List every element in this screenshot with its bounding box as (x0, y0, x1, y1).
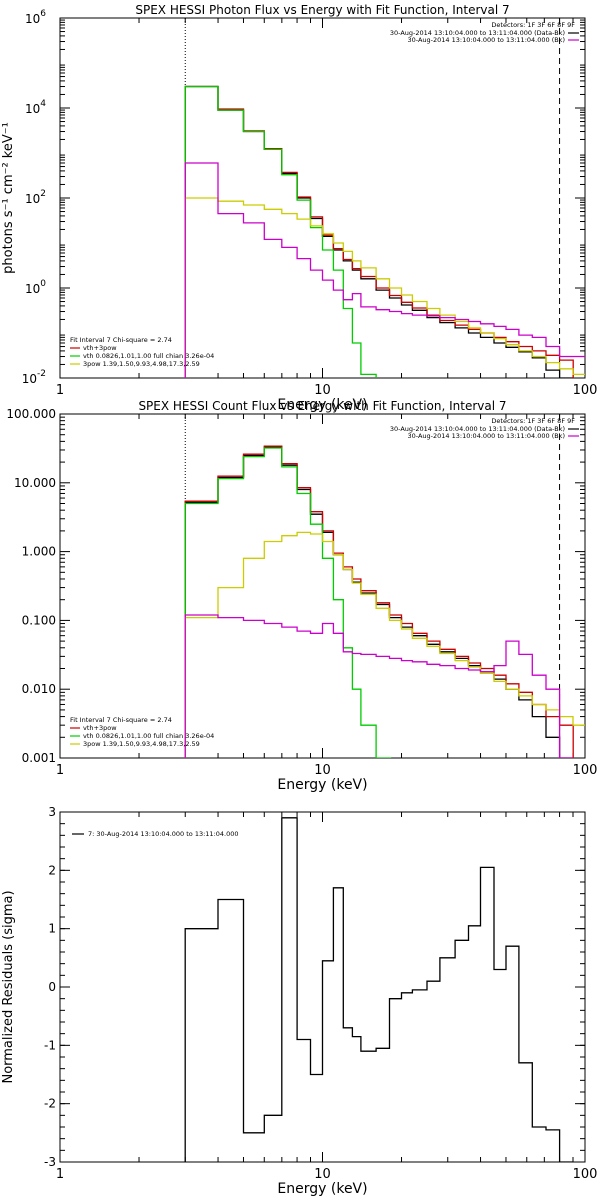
y-tick-label: 3 (48, 805, 56, 819)
legend-entry-label: vth 0.0826,1.01,1.00 full chian 3.26e-04 (83, 732, 214, 740)
plot-frame (59, 17, 586, 379)
chart-panel-1: SPEX HESSI Photon Flux vs Energy with Fi… (1, 3, 597, 413)
detectors-label: Detectors: 1F 3F 6F 8F 9F (491, 417, 575, 425)
plot-frame (59, 413, 586, 759)
series-line-1 (184, 817, 574, 1162)
y-tick-label: 104 (25, 99, 46, 116)
y-tick-label: 0.010 (22, 682, 56, 696)
y-tick-label: 0.001 (22, 751, 56, 765)
y-axis-label: Normalized Residuals (sigma) (1, 890, 16, 1083)
y-tick-label: 1 (48, 922, 56, 936)
x-tick-label: 10 (314, 383, 331, 398)
detectors-label: Detectors: 1F 3F 6F 8F 9F (491, 21, 575, 29)
legend-entry-label: 30-Aug-2014 13:10:04.000 to 13:11:04.000… (390, 29, 565, 37)
legend-entry-label: 7: 30-Aug-2014 13:10:04.000 to 13:11:04.… (88, 830, 239, 838)
y-tick-label: -3 (44, 1155, 56, 1169)
series-line-5 (184, 614, 574, 758)
series-line-4 (184, 197, 585, 378)
x-tick-label: 1 (56, 1167, 64, 1182)
x-tick-label: 100 (573, 763, 598, 778)
chart-title: SPEX HESSI Photon Flux vs Energy with Fi… (135, 3, 509, 17)
series-line-2 (184, 445, 574, 758)
y-tick-label: -1 (44, 1038, 56, 1052)
x-axis-label: Energy (keV) (277, 777, 367, 793)
x-tick-label: 100 (573, 1167, 598, 1182)
series-line-3 (184, 85, 404, 378)
x-tick-label: 1 (56, 383, 64, 398)
fit-info-label: Fit Interval 7 Chi-square = 2.74 (70, 336, 172, 344)
x-tick-label: 1 (56, 763, 64, 778)
legend-entry-label: vth 0.0826,1.01,1.00 full chian 3.26e-04 (83, 352, 214, 360)
x-tick-label: 10 (314, 763, 331, 778)
series-line-5 (184, 162, 585, 378)
legend-entry-label: 3pow 1.39,1.50,9.93,4.98,17.3,2.59 (83, 360, 200, 368)
x-axis-label: Energy (keV) (277, 1181, 367, 1197)
series-line-3 (184, 447, 392, 758)
y-tick-label: 106 (25, 9, 46, 26)
x-axis-label: Energy (keV) (277, 397, 367, 413)
y-tick-label: 0 (48, 980, 56, 994)
chart-panel-3: 1 10 100 Energy (keV) -3 -2 -1 0 1 2 3 Normalized R… (1, 805, 597, 1197)
y-tick-label: 0.100 (22, 613, 56, 627)
legend-entry-label: 30-Aug-2014 13:10:04.000 to 13:11:04.000… (408, 432, 565, 440)
legend-entry-label: vth+3pow (83, 344, 117, 352)
y-axis-label: photons s⁻¹ cm⁻² keV⁻¹ (1, 122, 16, 274)
series-line-4 (184, 531, 585, 758)
legend-entry-label: 30-Aug-2014 13:10:04.000 to 13:11:04.000… (408, 36, 565, 44)
legend-entry-label: 30-Aug-2014 13:10:04.000 to 13:11:04.000… (390, 425, 565, 433)
chart-panel-2: SPEX HESSI Count Flux vs Energy with Fit… (6, 399, 597, 793)
legend-entry-label: 3pow 1.39,1.50,9.93,4.98,17.3,2.59 (83, 740, 200, 748)
chart-title: SPEX HESSI Count Flux vs Energy with Fit… (138, 399, 506, 413)
y-tick-label: -2 (44, 1097, 56, 1111)
x-tick-label: 100 (573, 383, 598, 398)
y-tick-label: 102 (25, 189, 46, 206)
y-tick-label: 1.000 (22, 545, 56, 559)
y-tick-label: 100.000 (6, 407, 56, 421)
x-tick-label: 10 (314, 1167, 331, 1182)
y-tick-label: 10-2 (22, 369, 46, 386)
y-tick-label: 100 (25, 279, 46, 296)
y-tick-label: 10.000 (14, 476, 56, 490)
series-line-2 (184, 85, 574, 378)
y-tick-label: 2 (48, 863, 56, 877)
fit-info-label: Fit Interval 7 Chi-square = 2.74 (70, 716, 172, 724)
legend-entry-label: vth+3pow (83, 724, 117, 732)
